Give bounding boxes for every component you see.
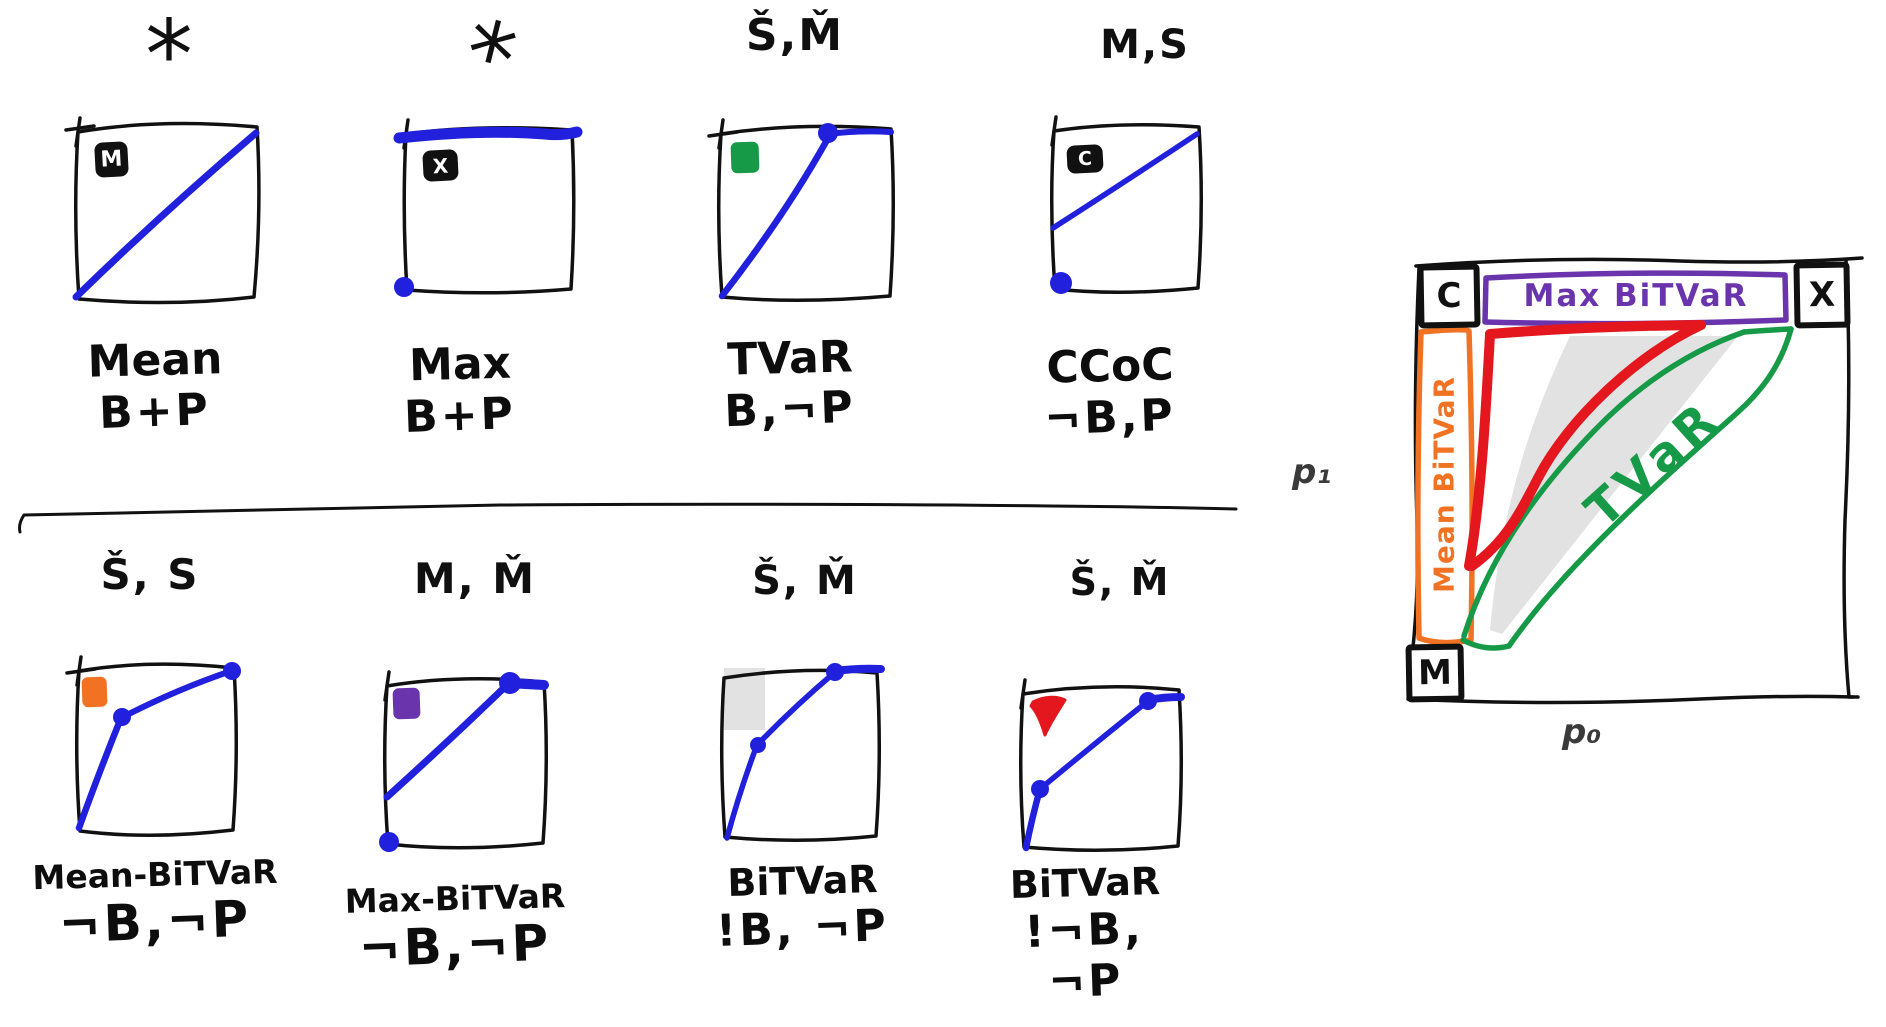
y-axis-label: p₁ [1292, 452, 1332, 492]
green-marker [730, 141, 760, 174]
mean-bitvar-band [1415, 326, 1475, 646]
caption-line: Max [408, 337, 512, 392]
panel-mean-bitvar-header: Š, S [100, 550, 200, 599]
panel-bitvar2-caption: BiTVaR !¬B, ¬P [985, 859, 1185, 1008]
right-diagram-strokes [1406, 256, 1864, 705]
corner-box-X: X [1793, 261, 1851, 329]
caption-line: BiTVaR [1009, 859, 1161, 907]
caption-line: B,¬P [723, 381, 857, 437]
panel-mean-bitvar-caption: Mean-BiTVaR ¬B,¬P [30, 852, 280, 954]
caption-line: CCoC [1045, 339, 1175, 394]
panel-max-bitvar-header: M, M̌ [413, 554, 537, 603]
corner-label: X [1808, 274, 1836, 316]
caption-line: ¬B,P [1043, 389, 1177, 445]
corner-label: M [1417, 652, 1453, 694]
panel-bitvar1-caption: BiTVaR !B, ¬P [705, 857, 900, 957]
caption-line: Mean [87, 333, 223, 388]
mean-bitvar-label: Mean BiTVaR [1427, 375, 1461, 594]
orange-marker [81, 676, 108, 708]
panel-max-caption: Max B+P [370, 337, 550, 443]
corner-label: C [1436, 275, 1462, 317]
max-bitvar-label: Max BiTVaR [1523, 278, 1749, 314]
caption-line: BiTVaR [726, 857, 879, 905]
panel-bitvar1-header: Š, M̌ [752, 558, 858, 604]
caption-line: ¬B,¬P [57, 889, 253, 955]
blue-curves [72, 123, 1200, 852]
panel-tvar-header: Š,M̌ [745, 10, 845, 61]
x-axis-label: p₀ [1562, 712, 1602, 752]
tvar-band [1460, 326, 1794, 651]
caption-line: !¬B, ¬P [1023, 902, 1145, 1008]
corner-box-M: M [1405, 643, 1465, 703]
ccoc-C-badge: C [1066, 144, 1104, 174]
panel-bitvar2-header: Š, M̌ [1069, 560, 1171, 604]
caption-line: B+P [98, 383, 212, 439]
panel-ccoc-header: M,S [1100, 22, 1190, 68]
panel-ccoc-caption: CCoC ¬B,P [1025, 339, 1195, 445]
mean-M-badge: M [94, 141, 129, 178]
max-X-badge: X [422, 149, 459, 182]
red-marker [1029, 695, 1067, 737]
panel-mean-caption: Mean B+P [55, 333, 255, 438]
gray-region [1490, 336, 1738, 634]
purple-marker [392, 687, 421, 720]
panel-squares [64, 115, 1204, 853]
panel-max-bitvar-caption: Max-BiTVaR ¬B,¬P [330, 876, 580, 978]
max-bitvar-band [1482, 270, 1789, 327]
caption-line: TVaR [726, 331, 854, 386]
panel-mean-header: * [145, 1, 195, 111]
caption-line: B+P [403, 387, 517, 443]
caption-line: !B, ¬P [715, 899, 890, 957]
red-frontier [1464, 320, 1706, 571]
caption-line: ¬B,¬P [357, 913, 553, 979]
divider-line [18, 502, 1238, 534]
panel-tvar-caption: TVaR B,¬P [690, 331, 890, 437]
corner-box-C: C [1417, 263, 1481, 329]
